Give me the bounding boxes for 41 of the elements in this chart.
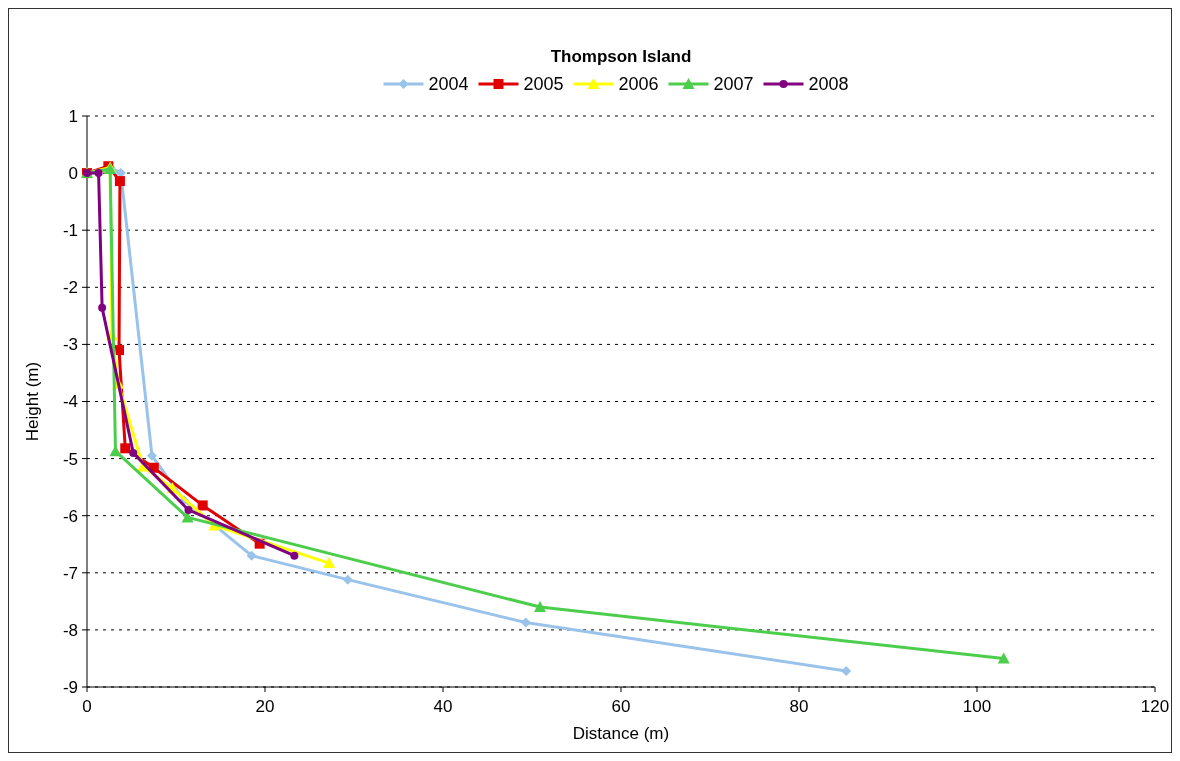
y-tick-label: -5 <box>62 449 78 469</box>
y-tick-label: -4 <box>62 392 78 412</box>
point <box>98 303 107 312</box>
point <box>997 652 1010 664</box>
x-tick-label: 120 <box>1140 697 1170 716</box>
chart-title: Thompson Island <box>550 47 692 66</box>
point <box>246 550 257 561</box>
legend-label: 2004 <box>428 74 469 94</box>
x-tick-label: 60 <box>611 697 631 716</box>
point <box>534 601 547 613</box>
x-tick-label: 100 <box>962 697 992 716</box>
legend-label: 2008 <box>808 74 849 94</box>
point <box>120 443 131 454</box>
legend-label: 2006 <box>618 74 659 94</box>
point <box>197 500 208 511</box>
point <box>129 448 138 457</box>
point <box>94 169 103 178</box>
x-axis-title: Distance (m) <box>572 724 670 743</box>
x-tick-label: 80 <box>789 697 809 716</box>
y-tick-label: -2 <box>62 278 78 298</box>
point <box>184 505 193 514</box>
point <box>323 557 336 569</box>
point <box>520 617 531 628</box>
y-tick-label: -1 <box>62 221 78 241</box>
y-tick-label: -9 <box>62 677 78 697</box>
y-tick-label: -8 <box>62 620 78 640</box>
y-tick-label: -7 <box>62 563 78 583</box>
legend-label: 2007 <box>713 74 754 94</box>
y-axis-title: Height (m) <box>23 361 42 442</box>
point <box>114 176 125 187</box>
legend-label: 2005 <box>523 74 564 94</box>
x-tick-label: 0 <box>82 697 92 716</box>
point <box>841 666 852 677</box>
y-tick-label: 1 <box>68 106 78 126</box>
x-tick-label: 20 <box>255 697 275 716</box>
point <box>342 574 353 585</box>
x-tick-label: 40 <box>433 697 453 716</box>
y-tick-label: -3 <box>62 335 78 355</box>
y-tick-label: 0 <box>68 164 78 184</box>
y-tick-label: -6 <box>62 506 78 526</box>
point <box>290 551 299 560</box>
